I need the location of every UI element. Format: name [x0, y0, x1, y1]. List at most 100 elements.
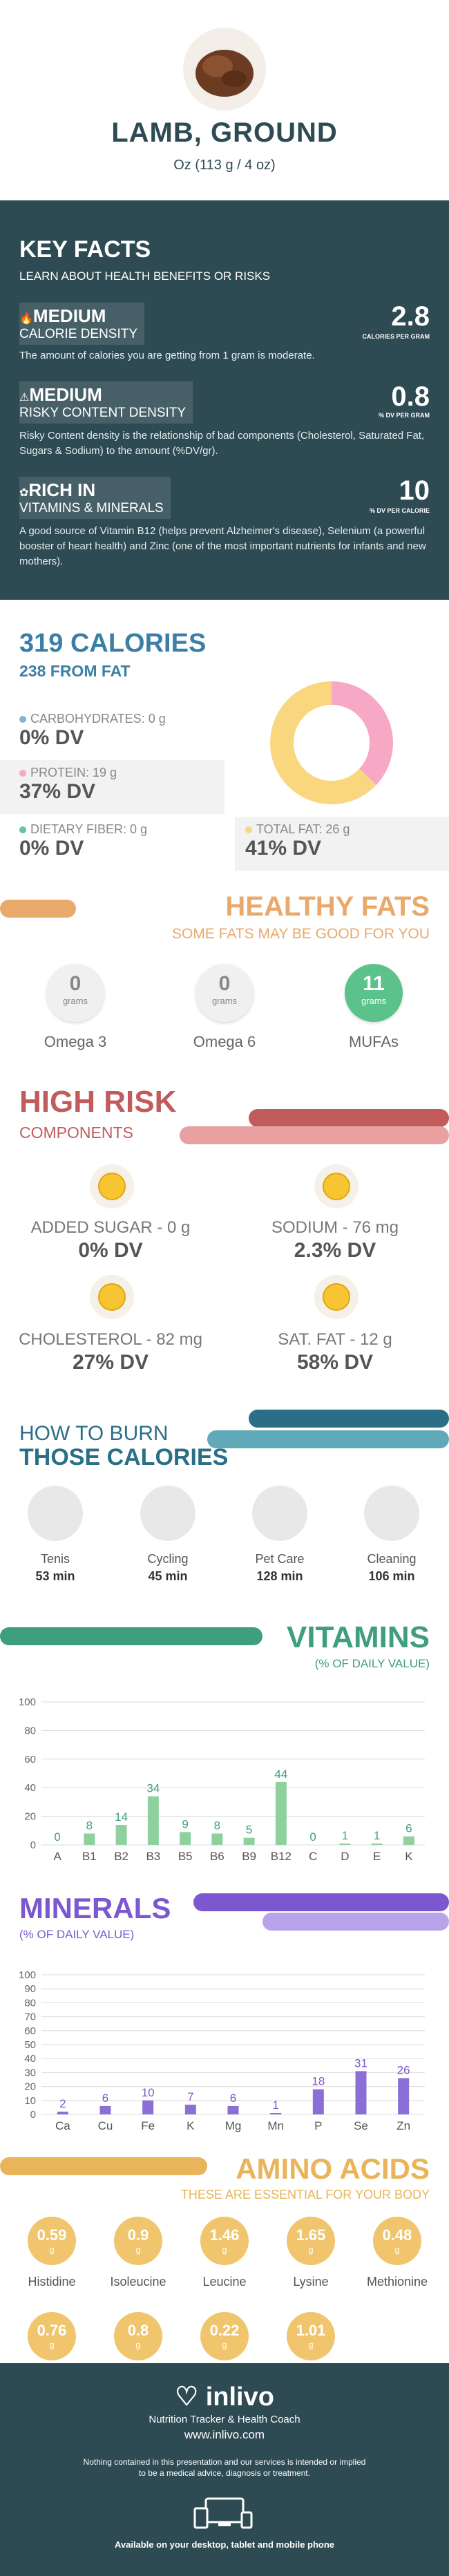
bar-value-label: 6 — [230, 2092, 236, 2105]
bar-K — [184, 2104, 196, 2114]
x-tick-label: B3 — [146, 1850, 160, 1863]
calorie-donut-chart — [270, 681, 393, 804]
y-tick-label: 40 — [24, 1782, 36, 1794]
x-tick-label: A — [53, 1850, 61, 1863]
fiber-dv: 0% DV — [19, 837, 84, 860]
amino-name: Isoleucine — [110, 2275, 166, 2289]
dog-walking-icon — [252, 1486, 307, 1541]
vitamins-density-unit: % DV PER CALORIE — [369, 507, 430, 514]
bar-Cu — [99, 2105, 111, 2114]
x-tick-label: K — [405, 1850, 413, 1863]
y-tick-label: 10 — [24, 2095, 36, 2107]
bar-value-label: 7 — [187, 2090, 193, 2103]
risky-density-desc: Risky Content density is the relationshi… — [19, 430, 425, 457]
bar-value-label: 44 — [274, 1768, 287, 1781]
footer-disclaimer-1: Nothing contained in this presentation a… — [83, 2457, 366, 2467]
amino-acid-isoleucine: 0.9 g Isoleucine — [97, 2217, 180, 2289]
x-tick-label: B5 — [178, 1850, 193, 1863]
added-sugar-face — [90, 1164, 134, 1209]
amino-acid-lysine: 1.65 g Lysine — [269, 2217, 352, 2289]
footer-url[interactable]: www.inlivo.com — [184, 2428, 265, 2441]
omega6-circle: 0 grams — [195, 964, 254, 1022]
carbs-block: CARBOHYDRATES: 0 g 0% DV — [19, 712, 227, 750]
amino-band-decoration — [0, 2157, 207, 2175]
added-sugar-dv: 0% DV — [78, 1239, 143, 1262]
cycling-icon — [140, 1486, 195, 1541]
bar-value-label: 26 — [397, 2063, 410, 2076]
bar-value-label: 9 — [182, 1817, 188, 1830]
amino-unit: g — [394, 2244, 400, 2255]
carbs-dv: 0% DV — [19, 726, 84, 749]
minerals-band-decoration — [193, 1893, 449, 1911]
footer-brand: ♡ inlivo — [0, 2381, 449, 2412]
cholesterol-dv: 27% DV — [72, 1351, 149, 1374]
amino-badge: 0.8 g — [114, 2312, 162, 2360]
vitamins-bar-chart: 0 20 40 60 80 100 0 A 8 B1 14 B2 34 B3 9 B5 8 B6 5 B9 44 B12 0… — [19, 1696, 425, 1863]
amino-name: Leucine — [202, 2275, 247, 2289]
fat-block: TOTAL FAT: 26 g 41% DV — [245, 822, 439, 860]
amino-badge: 1.46 g — [200, 2217, 249, 2265]
amino-badge: 0.48 g — [373, 2217, 421, 2265]
risk-band-decoration-2 — [180, 1126, 449, 1144]
amino-unit: g — [222, 2244, 227, 2255]
vitamins-density-box: ✿RICH IN VITAMINS & MINERALS — [19, 477, 171, 519]
bar-B6 — [211, 1833, 223, 1845]
amino-value: 0.22 — [209, 2322, 240, 2339]
happy-face-icon — [98, 1173, 126, 1200]
amino-acid-histidine: 0.59 g Histidine — [10, 2217, 93, 2289]
x-tick-label: Se — [354, 2119, 368, 2132]
fat-dot — [245, 826, 252, 834]
x-tick-label: Fe — [141, 2119, 155, 2132]
vitamins-band-decoration — [0, 1627, 262, 1645]
omega6-unit: grams — [211, 996, 238, 1006]
healthy-fats-subtitle: SOME FATS MAY BE GOOD FOR YOU — [171, 926, 430, 942]
burn-band-decoration-2 — [207, 1430, 449, 1448]
protein-dot — [19, 770, 26, 777]
bar-value-label: 8 — [214, 1819, 220, 1832]
x-tick-label: K — [187, 2119, 195, 2132]
vitamins-density-value: 10 — [399, 475, 430, 506]
vitamins-density-desc: A good source of Vitamin B12 (helps prev… — [19, 525, 426, 567]
bar-Zn — [398, 2078, 410, 2114]
happy-face-icon — [323, 1173, 350, 1200]
amino-value: 0.48 — [382, 2226, 412, 2244]
amino-value: 0.8 — [127, 2322, 149, 2339]
fiber-block: DIETARY FIBER: 0 g 0% DV — [19, 822, 227, 860]
sat-fat-dv: 58% DV — [296, 1351, 374, 1374]
tennis-icon — [28, 1486, 83, 1541]
activity-time: 128 min — [256, 1569, 303, 1583]
x-tick-label: C — [309, 1850, 317, 1863]
y-tick-label: 90 — [24, 1983, 36, 1995]
x-tick-label: Ca — [55, 2119, 70, 2132]
y-tick-label: 50 — [24, 2039, 36, 2051]
amino-value: 1.65 — [296, 2226, 326, 2244]
food-image — [183, 28, 266, 111]
amino-unit: g — [135, 2340, 141, 2350]
bar-value-label: 34 — [146, 1782, 160, 1795]
amino-acids-title: AMINO ACIDS — [236, 2152, 430, 2185]
x-tick-label: P — [314, 2119, 322, 2132]
added-sugar-label: ADDED SUGAR - 0 g — [30, 1218, 191, 1237]
sad-face-icon — [323, 1283, 350, 1311]
risky-density-value: 0.8 — [391, 381, 430, 412]
x-tick-label: Cu — [98, 2119, 113, 2132]
activity-time: 106 min — [368, 1569, 415, 1583]
y-tick-label: 80 — [24, 1997, 36, 2009]
fat-band — [235, 817, 449, 871]
amino-value: 1.46 — [209, 2226, 240, 2244]
risky-density-box: ⚠MEDIUM RISKY CONTENT DENSITY — [19, 381, 193, 424]
burn-title-line2: THOSE CALORIES — [19, 1444, 229, 1470]
amino-value: 0.59 — [37, 2226, 67, 2244]
activity-pet-care: Pet Care 128 min — [228, 1486, 332, 1584]
calories-title: 319 CALORIES — [19, 629, 207, 658]
calories-from-fat: 238 FROM FAT — [19, 662, 131, 680]
bar-D — [339, 1843, 351, 1845]
protein-block: PROTEIN: 19 g 37% DV — [19, 766, 227, 804]
mufa-circle: 11 grams — [345, 964, 403, 1022]
bar-value-label: 0 — [54, 1830, 60, 1844]
bar-value-label: 31 — [354, 2056, 367, 2070]
x-tick-label: B9 — [242, 1850, 256, 1863]
x-tick-label: Zn — [397, 2119, 410, 2132]
carbs-label: CARBOHYDRATES: 0 g — [30, 712, 166, 726]
protein-label: PROTEIN: 19 g — [30, 766, 117, 779]
